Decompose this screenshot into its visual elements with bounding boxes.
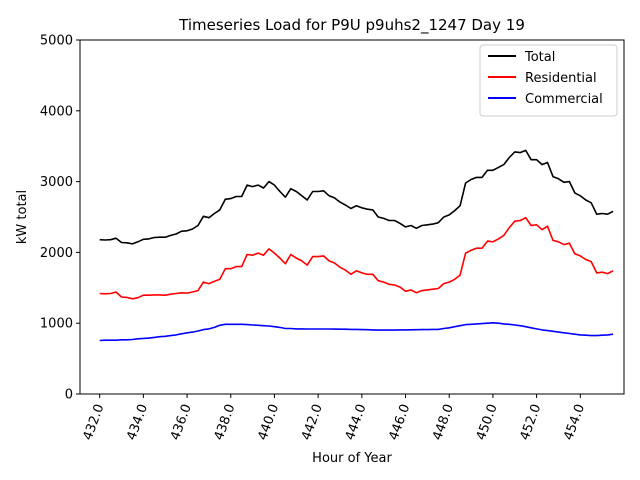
x-axis-label: Hour of Year bbox=[312, 451, 392, 466]
series-line-commercial bbox=[99, 321, 614, 342]
y-tick-label: 0 bbox=[65, 388, 73, 403]
legend-label-commercial: Commercial bbox=[525, 92, 603, 107]
y-axis-label: kW total bbox=[15, 190, 30, 244]
y-tick-label: 2000 bbox=[40, 246, 73, 261]
y-tick-label: 4000 bbox=[40, 104, 73, 119]
y-tick-label: 3000 bbox=[40, 175, 73, 190]
series-layer bbox=[99, 149, 614, 342]
legend: Total Residential Commercial bbox=[479, 44, 618, 117]
y-tick-label: 1000 bbox=[40, 317, 73, 332]
chart-title: Timeseries Load for P9U p9uhs2_1247 Day … bbox=[178, 16, 525, 35]
plot-frame bbox=[79, 39, 625, 395]
series-line-residential bbox=[99, 216, 614, 300]
legend-label-residential: Residential bbox=[525, 71, 597, 86]
legend-label-total: Total bbox=[524, 50, 555, 65]
y-tick-label: 5000 bbox=[40, 34, 73, 49]
series-line-total bbox=[99, 149, 614, 245]
